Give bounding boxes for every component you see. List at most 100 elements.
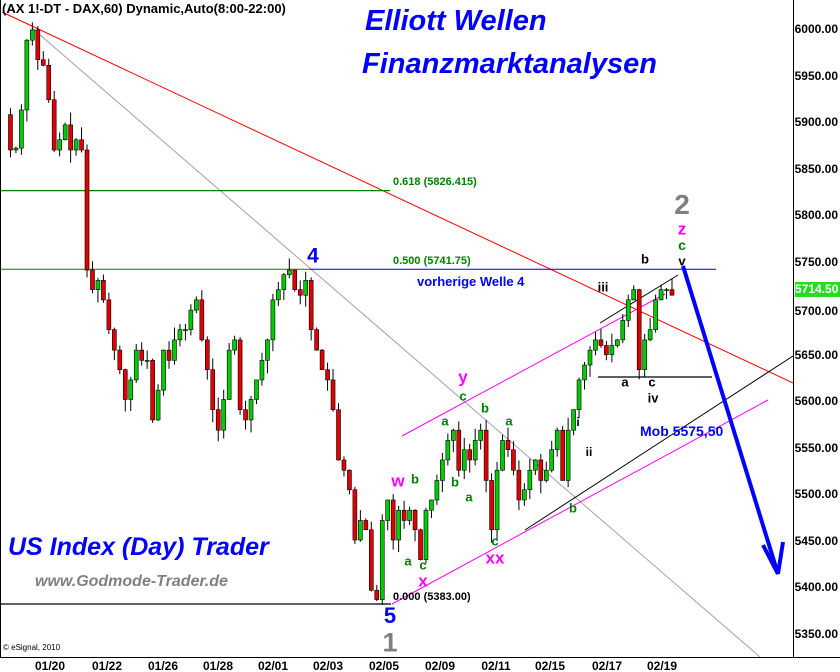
candle <box>243 400 248 430</box>
candle-body <box>122 369 128 400</box>
candle-body <box>254 379 259 400</box>
candle-body <box>669 289 675 296</box>
candle <box>451 428 456 453</box>
candle-body <box>62 124 68 141</box>
candle-body <box>347 469 352 491</box>
candle-body <box>73 139 79 151</box>
candle-body <box>297 289 303 296</box>
candle-body <box>369 529 374 591</box>
candle-body <box>286 269 292 276</box>
candle <box>226 342 232 400</box>
candle <box>609 333 615 363</box>
candle <box>664 287 669 300</box>
candle-body <box>292 269 298 290</box>
candle-body <box>533 459 538 471</box>
wave-label-w2: 2 <box>674 189 690 220</box>
forecast-arrow-shaft <box>681 265 780 575</box>
candle <box>505 427 511 457</box>
wave-label-a-y1: a <box>441 413 449 429</box>
target-label: Mob 5575,50 <box>640 423 724 439</box>
candle <box>84 144 90 278</box>
wave-label-c-top: c <box>678 237 686 253</box>
trader-label: US Index (Day) Trader <box>8 533 269 561</box>
candle-body <box>631 289 637 301</box>
candle <box>478 423 483 450</box>
candle <box>30 22 35 46</box>
forecast-arrow-head-left <box>761 544 780 575</box>
candle <box>232 335 237 355</box>
wave-label-c-y: c <box>459 388 467 404</box>
y-tick-label: 5350.00 <box>794 627 838 642</box>
candle <box>155 384 161 422</box>
candle-body <box>620 320 626 341</box>
candle-body <box>358 520 363 541</box>
channel-upper-magenta <box>401 293 666 437</box>
candle <box>625 294 631 327</box>
candle-body <box>95 280 101 290</box>
candle <box>516 460 522 511</box>
candle-body <box>303 280 308 296</box>
candle <box>314 327 319 351</box>
candle <box>95 278 101 303</box>
candle-body <box>237 339 243 410</box>
wave-label-a-y2: a <box>505 413 513 429</box>
candle <box>642 333 647 377</box>
candle <box>472 428 478 466</box>
candle <box>24 39 30 122</box>
candle <box>101 274 106 303</box>
candle <box>51 90 57 153</box>
candle <box>79 127 84 153</box>
candle-body <box>161 349 166 391</box>
candle <box>221 389 226 439</box>
candle-body <box>604 345 609 356</box>
candle-body <box>84 149 90 271</box>
candle-body <box>215 409 221 431</box>
y-tick-label: 5950.00 <box>794 68 838 83</box>
candle <box>106 292 112 334</box>
candle <box>615 338 620 348</box>
candle-body <box>35 29 41 61</box>
candle-body <box>587 349 593 366</box>
candle-body <box>472 440 478 461</box>
candle <box>183 323 188 341</box>
candle-body <box>270 299 276 341</box>
candle-body <box>423 509 429 560</box>
candle-body <box>538 459 544 481</box>
candle <box>560 426 565 481</box>
candle-body <box>593 339 598 351</box>
candle-body <box>248 399 254 421</box>
candle-body <box>183 329 188 331</box>
candle <box>330 368 336 412</box>
candle-body <box>204 339 210 370</box>
candle-body <box>440 459 445 481</box>
candle-body <box>412 509 418 531</box>
candle <box>270 293 276 352</box>
candle-body <box>155 389 161 421</box>
candle-body <box>194 299 199 311</box>
candle <box>598 329 604 348</box>
candle <box>636 288 642 380</box>
candle <box>582 361 587 390</box>
x-tick-label: 01/22 <box>91 659 123 672</box>
candle <box>117 345 123 375</box>
candle <box>319 349 325 370</box>
candle-body <box>461 449 467 471</box>
candle-body <box>101 280 106 301</box>
candle <box>401 500 407 529</box>
candle <box>259 352 265 386</box>
previous-wave4-label: vorherige Welle 4 <box>417 274 525 289</box>
candle <box>188 304 194 336</box>
wave-label-w: w <box>391 471 405 491</box>
candle-body <box>24 39 30 111</box>
candle <box>456 421 462 477</box>
wave-label-xx: xx <box>485 548 505 568</box>
candle-body <box>133 349 139 381</box>
y-tick-label: 5400.00 <box>794 580 838 595</box>
candle-body <box>232 339 237 351</box>
candle-body <box>434 480 440 501</box>
candle <box>527 458 533 500</box>
candle <box>341 456 347 477</box>
wave-label-w4: 4 <box>307 244 319 268</box>
candle <box>8 108 13 158</box>
